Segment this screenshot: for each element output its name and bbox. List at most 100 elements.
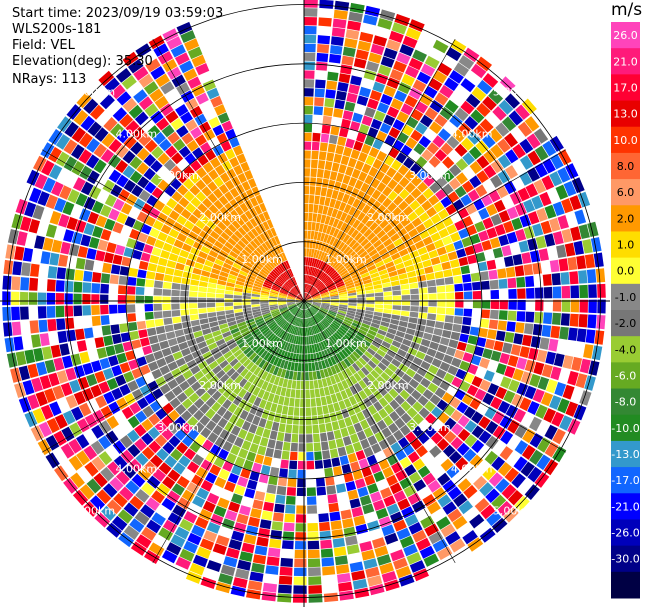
ray-gate: [330, 356, 337, 365]
ray-gate: [347, 289, 356, 294]
ray-gate: [391, 22, 407, 35]
ray-gate: [243, 402, 253, 412]
ray-gate: [284, 513, 295, 523]
ray-gate: [461, 325, 471, 335]
colorbar-tick: -26.0: [611, 527, 639, 540]
ray-gate: [132, 220, 144, 232]
ray-gate: [274, 255, 281, 265]
ray-gate: [222, 262, 232, 270]
ray-gate: [348, 216, 357, 226]
ray-gate: [93, 159, 107, 174]
ray-gate: [397, 498, 411, 511]
ray-gate: [429, 182, 441, 194]
ray-gate: [144, 103, 159, 117]
colorbar-band: [611, 100, 640, 128]
ray-gate: [147, 380, 159, 392]
ray-gate: [427, 501, 441, 515]
ray-gate: [304, 299, 313, 301]
ray-gate: [293, 567, 307, 577]
ray-gate: [287, 379, 293, 389]
ray-gate: [102, 179, 115, 193]
ray-gate: [227, 403, 238, 414]
ray-gate: [265, 420, 273, 430]
ray-gate: [536, 349, 548, 363]
ray-gate: [380, 358, 391, 367]
ray-gate: [229, 270, 239, 277]
ray-gate: [330, 297, 339, 300]
ray-gate: [178, 455, 191, 468]
ray-gate: [224, 306, 234, 311]
ray-gate: [311, 277, 316, 286]
ray-gate: [256, 536, 269, 547]
ray-gate: [305, 266, 308, 275]
ray-gate: [234, 287, 243, 293]
ray-gate: [35, 391, 48, 407]
ray-gate: [63, 477, 79, 494]
ray-gate: [266, 319, 275, 326]
ray-gate: [283, 311, 291, 318]
ray-gate: [321, 299, 331, 301]
ray-gate: [481, 300, 491, 309]
ray-gate: [117, 509, 133, 524]
ray-gate: [34, 173, 48, 190]
ray-gate: [194, 262, 204, 270]
ray-gate: [535, 235, 547, 249]
ray-gate: [410, 341, 420, 350]
ray-gate: [393, 335, 404, 343]
ray-gate: [554, 382, 567, 397]
ray-gate: [359, 31, 374, 43]
ray-gate: [393, 257, 403, 265]
ray-gate: [338, 73, 351, 84]
range-label: 5.00km: [493, 85, 535, 98]
ray-gate: [461, 393, 474, 406]
ray-gate: [532, 388, 545, 403]
ray-gate: [280, 288, 289, 294]
ray-gate: [419, 300, 428, 307]
ray-gate: [167, 361, 178, 371]
ray-gate: [304, 309, 306, 319]
ray-gate: [418, 281, 428, 288]
ray-gate: [352, 209, 362, 219]
ray-gate: [206, 235, 217, 245]
ray-gate: [327, 143, 337, 153]
ray-gate: [283, 284, 291, 290]
ray-gate: [326, 188, 333, 198]
ray-gate: [70, 406, 84, 421]
ray-gate: [571, 356, 583, 372]
ray-gate: [345, 535, 358, 546]
ray-gate: [262, 428, 271, 439]
ray-gate: [147, 327, 157, 337]
ray-gate: [390, 442, 402, 454]
ray-gate: [330, 303, 339, 307]
ray-gate: [483, 164, 497, 179]
ray-gate: [419, 93, 433, 106]
ray-gate: [254, 315, 263, 321]
ray-gate: [549, 171, 563, 187]
ray-gate: [430, 432, 443, 445]
ray-gate: [359, 541, 373, 552]
ray-gate: [91, 360, 102, 373]
ray-gate: [207, 432, 219, 444]
ray-gate: [262, 284, 272, 289]
ray-gate: [256, 335, 265, 343]
ray-gate: [247, 178, 257, 189]
ray-gate: [358, 152, 368, 163]
ray-gate: [146, 519, 162, 534]
ray-gate: [311, 326, 316, 335]
ray-gate: [157, 51, 174, 65]
ray-gate: [287, 406, 294, 416]
ray-gate: [312, 325, 317, 335]
ray-gate: [155, 73, 170, 88]
ray-gate: [345, 444, 355, 455]
colorbar-tick: 8.0: [617, 160, 635, 173]
ray-gate: [310, 168, 317, 178]
ray-gate: [322, 330, 329, 339]
ray-gate: [350, 75, 363, 86]
ray-gate: [358, 171, 368, 182]
ray-gate: [154, 318, 164, 327]
ray-gate: [100, 405, 113, 419]
ray-gate: [194, 370, 205, 381]
ray-gate: [158, 462, 172, 475]
ray-gate: [453, 316, 463, 325]
ray-gate: [360, 182, 370, 193]
